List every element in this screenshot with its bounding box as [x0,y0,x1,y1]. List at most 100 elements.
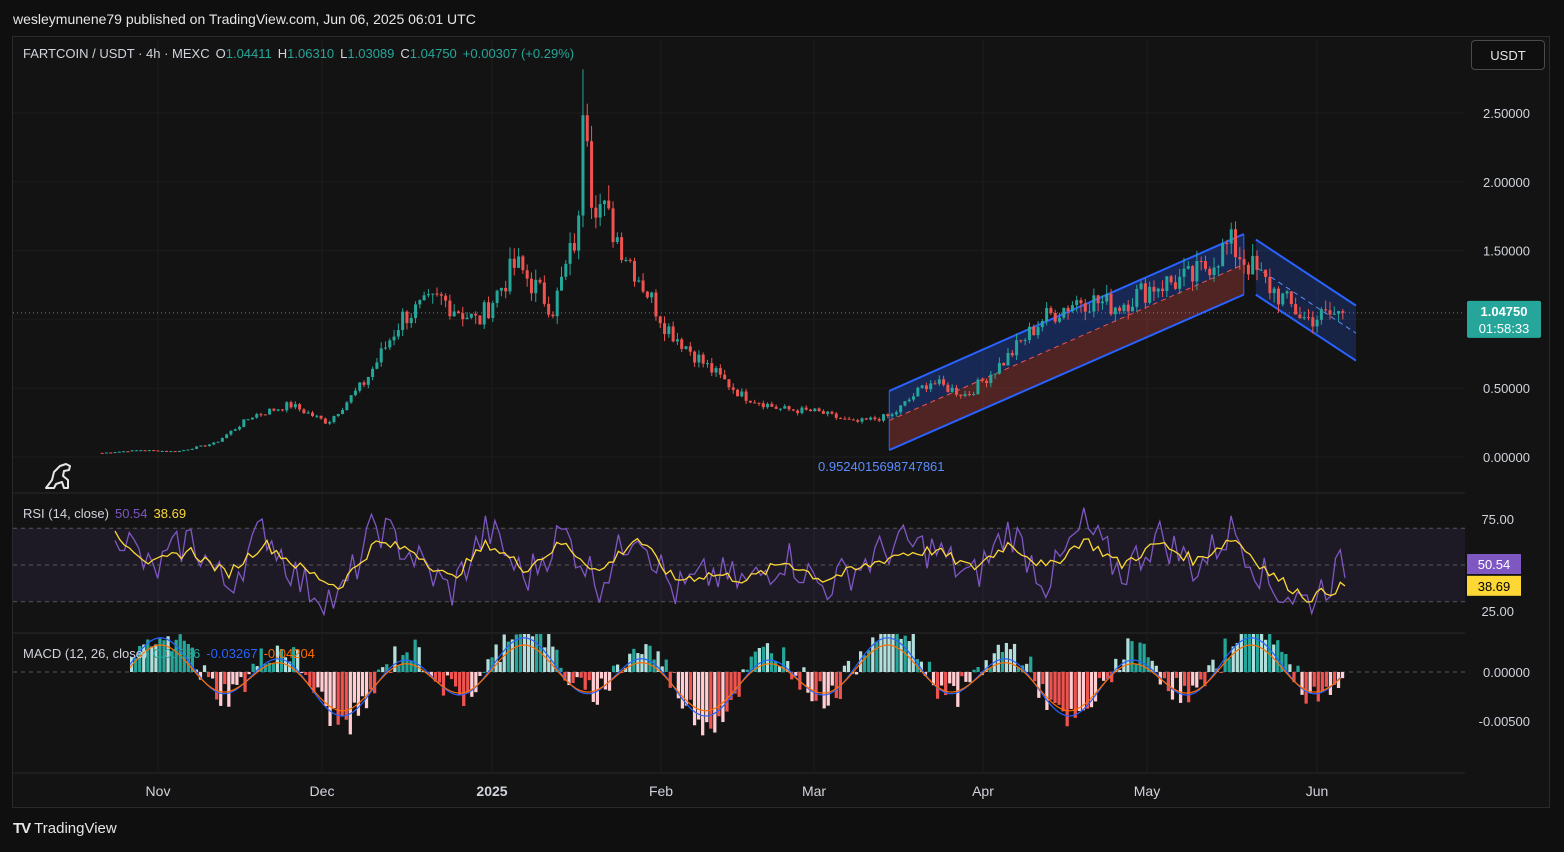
macd-histogram-bar [692,672,697,726]
candle-body [160,450,164,452]
candle-body [791,409,795,411]
macd-histogram-bar [887,634,891,672]
macd-histogram-bar [449,672,454,680]
macd-histogram-bar [721,672,725,723]
candle-body [1285,291,1289,294]
macd-histogram-bar [944,672,948,696]
macd-histogram-bar [1239,634,1243,672]
candle-body [293,404,297,408]
candle-body [620,237,624,261]
candle-body [1251,255,1255,275]
candle-body [753,402,757,404]
candle-body [1307,317,1311,319]
candle-body [212,442,216,445]
candle-body [809,409,813,412]
time-axis-label: May [1134,783,1160,799]
dino-icon [42,458,76,497]
candle-body [1058,317,1062,322]
macd-histogram-bar [733,672,737,694]
macd-histogram-bar [458,672,462,695]
candle-body [881,414,885,421]
macd-histogram-bar [871,637,875,672]
macd-histogram-bar [247,672,251,675]
macd-histogram-bar [1174,672,1179,678]
candle-body [894,412,898,415]
candle-body [864,418,868,420]
macd-histogram-bar [875,641,879,672]
candle-body [186,449,190,451]
macd-histogram-bar [336,672,340,725]
macd-histogram-bar [308,672,312,686]
macd-histogram-bar [620,672,624,673]
candle-body [165,450,169,452]
candle-body [813,408,817,412]
candle-body [250,417,254,420]
candle-body [959,394,963,396]
candle-body [976,379,980,395]
candle-body [280,409,284,411]
candle-body [1264,269,1268,277]
macd-histogram-bar [854,672,859,675]
macd-histogram-bar [470,672,474,697]
candle-body [1122,304,1126,312]
candle-body [1255,255,1259,270]
macd-histogram-bar [968,672,972,683]
candle-body [255,414,259,418]
candle-body [684,346,688,349]
candle-body [349,395,353,403]
candle-body [740,391,744,397]
candle-body [143,450,147,452]
candle-body [465,317,469,320]
macd-histogram-bar [680,672,685,709]
candle-body [1289,291,1293,305]
candle-body [439,294,443,296]
candle-body [1049,308,1053,313]
candle-body [1010,352,1014,356]
candle-body [474,313,478,316]
footer-brand[interactable]: TV TradingView [13,820,117,837]
candle-body [113,452,117,454]
candle-body [1148,286,1152,303]
candle-body [452,311,456,317]
candle-body [907,399,911,402]
candle-body [259,414,263,416]
macd-histogram-bar [1166,672,1171,692]
macd-histogram-bar [182,640,186,672]
macd-histogram-bar [389,672,393,673]
candle-body [688,346,692,352]
macd-histogram-bar [782,647,786,672]
macd-histogram-bar [664,659,668,672]
low-label: L [340,46,348,61]
candle-body [1234,229,1238,258]
macd-histogram-bar [1089,672,1094,708]
macd-histogram-bar [684,672,689,706]
macd-histogram-bar [1247,634,1252,672]
candle-body [748,400,752,403]
candle-body [1281,293,1285,305]
ascending-channel-lower-line [888,293,1245,452]
candle-body [1208,268,1212,276]
macd-histogram-bar [170,651,174,672]
rsi-value-tag [1467,554,1521,575]
macd-histogram-bar [931,672,936,686]
currency-button[interactable]: USDT [1471,40,1545,70]
candle-body [967,394,971,396]
candle-body [298,404,302,410]
candle-body [482,302,486,325]
price-axis-label: 0.00000 [1483,450,1530,465]
price-axis-label: 2.50000 [1483,106,1530,121]
candle-body [671,326,675,342]
candle-body [1272,288,1276,294]
candle-body [1075,300,1079,306]
candle-body [1161,288,1165,292]
rsi-label: RSI (14, close) [23,506,109,521]
candle-body [924,385,928,390]
macd-histogram-bar [1045,672,1049,710]
candle-body [860,418,864,422]
macd-histogram-bar [1219,672,1223,673]
change-value: +0.00307 (+0.29%) [462,46,575,61]
candle-body [1023,339,1027,341]
macd-histogram-bar [1183,672,1187,686]
macd-histogram-bar [652,659,656,672]
